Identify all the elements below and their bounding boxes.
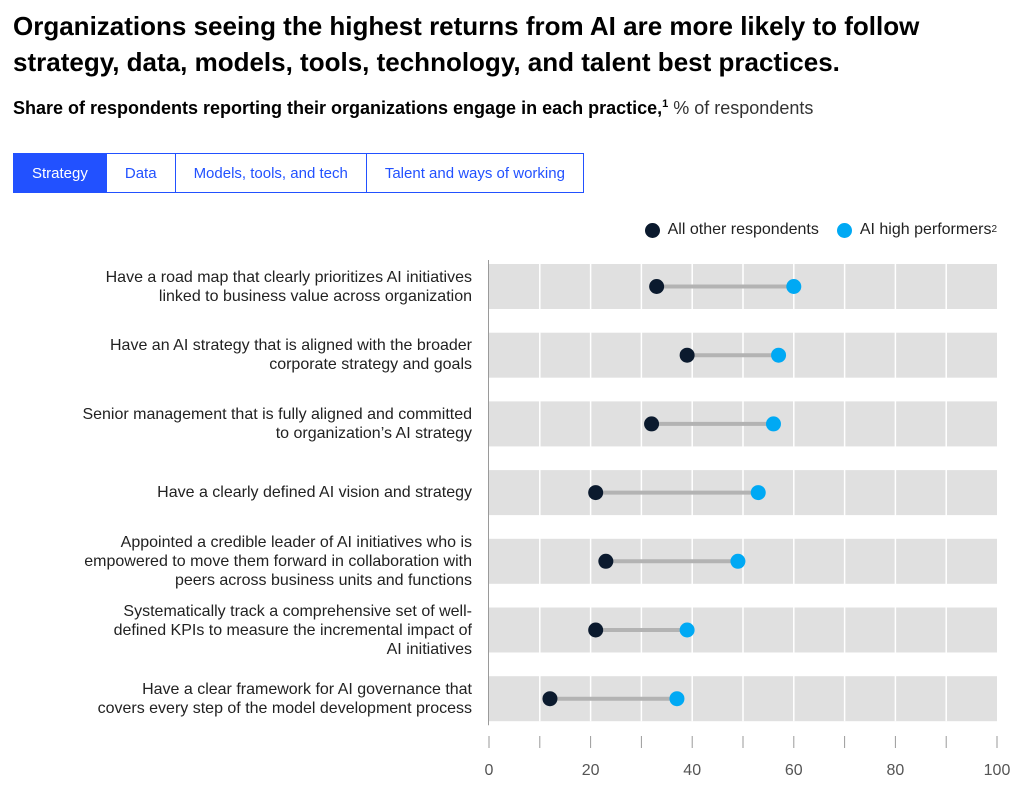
tab-strategy[interactable]: Strategy bbox=[13, 153, 107, 193]
category-label: Have a clear framework for AI governance… bbox=[98, 680, 472, 718]
point-other bbox=[649, 279, 665, 294]
chart-subtitle: Share of respondents reporting their org… bbox=[13, 96, 1003, 120]
category-label-line: corporate strategy and goals bbox=[269, 356, 472, 374]
category-label-line: Have a road map that clearly prioritizes… bbox=[105, 268, 472, 286]
x-tick-label: 60 bbox=[785, 762, 803, 779]
point-high bbox=[750, 485, 766, 501]
point-high bbox=[679, 622, 695, 638]
category-label: Have a clearly defined AI vision and str… bbox=[157, 483, 472, 502]
x-tick-label: 100 bbox=[984, 762, 1011, 779]
category-label-line: Senior management that is fully aligned … bbox=[82, 405, 472, 423]
category-label: Appointed a credible leader of AI initia… bbox=[84, 533, 472, 590]
tab-talent-ways-of-working[interactable]: Talent and ways of working bbox=[365, 153, 584, 193]
point-high bbox=[669, 691, 685, 707]
category-label: Have an AI strategy that is aligned with… bbox=[110, 336, 472, 374]
x-tick-label: 0 bbox=[485, 762, 494, 779]
chart-legend: All other respondents AI high performers… bbox=[627, 221, 997, 239]
subtitle-text: Share of respondents reporting their org… bbox=[13, 98, 663, 118]
subtitle-footnote: 1 bbox=[662, 98, 669, 110]
tab-data[interactable]: Data bbox=[105, 153, 176, 193]
legend-dot-other bbox=[644, 222, 660, 238]
legend-item-other: All other respondents bbox=[644, 221, 819, 239]
x-tick-label: 20 bbox=[582, 762, 600, 779]
category-label-line: Have a clearly defined AI vision and str… bbox=[157, 484, 472, 502]
category-label-line: to organization’s AI strategy bbox=[275, 424, 472, 442]
category-label-line: Have an AI strategy that is aligned with… bbox=[110, 337, 472, 355]
tab-bar: Strategy Data Models, tools, and tech Ta… bbox=[13, 153, 584, 193]
subtitle-unit: % of respondents bbox=[668, 98, 814, 118]
x-tick-label: 80 bbox=[887, 762, 905, 779]
category-label-line: Appointed a credible leader of AI initia… bbox=[120, 533, 472, 551]
tab-models-tools-tech[interactable]: Models, tools, and tech bbox=[174, 153, 367, 193]
point-other bbox=[542, 691, 558, 707]
category-label: Senior management that is fully aligned … bbox=[82, 405, 472, 443]
category-label-line: defined KPIs to measure the incremental … bbox=[113, 621, 472, 639]
legend-dot-high bbox=[836, 222, 852, 238]
category-label: Systematically track a comprehensive set… bbox=[114, 602, 472, 659]
legend-item-high: AI high performers 2 bbox=[836, 221, 997, 239]
point-other bbox=[598, 553, 614, 569]
point-other bbox=[588, 622, 604, 638]
category-label-line: peers across business units and function… bbox=[174, 571, 472, 589]
chart-title: Organizations seeing the highest returns… bbox=[13, 11, 920, 77]
category-label-line: covers every step of the model developme… bbox=[97, 699, 472, 717]
point-high bbox=[786, 279, 802, 294]
category-label-line: AI initiatives bbox=[386, 640, 472, 658]
category-label-line: Systematically track a comprehensive set… bbox=[123, 602, 472, 620]
category-label-line: linked to business value across organiza… bbox=[158, 287, 472, 305]
point-high bbox=[771, 347, 787, 363]
category-label-line: empowered to move them forward in collab… bbox=[84, 552, 472, 570]
category-label: Have a road map that clearly prioritizes… bbox=[106, 268, 472, 306]
x-tick-label: 40 bbox=[683, 762, 701, 779]
legend-label-other: All other respondents bbox=[667, 221, 819, 238]
category-label-line: Have a clear framework for AI governance… bbox=[142, 680, 472, 698]
point-other bbox=[679, 347, 695, 363]
point-high bbox=[765, 416, 781, 432]
point-high bbox=[730, 553, 746, 569]
point-other bbox=[588, 485, 604, 501]
legend-label-high: AI high performers bbox=[859, 221, 992, 238]
point-other bbox=[644, 416, 660, 432]
